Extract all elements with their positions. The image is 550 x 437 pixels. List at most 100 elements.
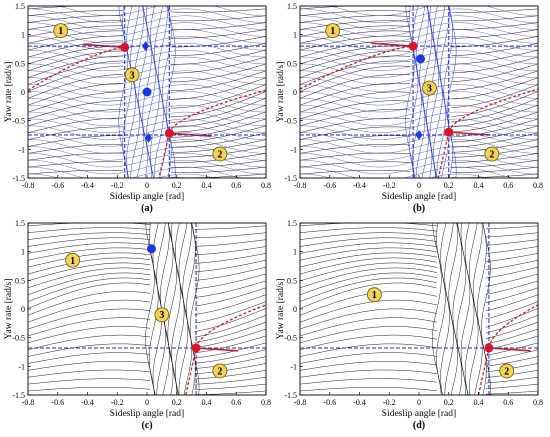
x-tick-label: 0.4 (474, 181, 484, 190)
y-axis-title: Yaw rate [rad/s] (276, 279, 286, 340)
separatrix (477, 347, 490, 395)
region-badge: 3 (422, 80, 437, 96)
x-tick-label: -0.2 (111, 181, 124, 190)
y-tick-label: 1.5 (15, 219, 25, 228)
diamond-marker (144, 132, 152, 143)
x-tick-label: -0.2 (383, 181, 396, 190)
x-tick-label: 0.2 (172, 398, 182, 407)
x-tick-label: 0.2 (172, 181, 182, 190)
y-tick-label: 0.5 (15, 276, 25, 285)
x-axis-title: Sideslip angle [rad] (110, 192, 184, 202)
panel-d: -0.8 -0.6 -0.4 -0.2 0 0.2 0.4 0.6 0.8 1.5 1 0.5 0 -0.… (276, 219, 543, 431)
y-tick-label: 1 (293, 31, 297, 40)
region-badge-label: 3 (159, 310, 164, 321)
panel-tag: (d) (413, 420, 425, 431)
y-tick-label: 0 (293, 88, 297, 97)
x-tick-label: -0.8 (22, 398, 35, 407)
region-badge: 2 (212, 146, 228, 162)
x-tick-label: -0.6 (51, 398, 64, 407)
panel-a: -0.8 -0.6 -0.4 -0.2 0 0.2 0.4 0.6 0.8 1.5 1 0.5 0 -0.… (4, 2, 271, 214)
separatrix (300, 45, 414, 90)
y-tick-label: -0.5 (284, 334, 297, 343)
stable-node (142, 87, 152, 97)
separatrix (168, 89, 266, 134)
y-tick-label: -1.5 (284, 174, 297, 183)
y-tick-label: -1.5 (284, 391, 297, 400)
region-badge-label: 1 (58, 26, 63, 37)
x-tick-label: -0.4 (81, 181, 94, 190)
x-tick-label: 0.6 (231, 181, 241, 190)
y-tick-label: 1.5 (287, 219, 297, 228)
y-axis-title: Yaw rate [rad/s] (4, 62, 14, 123)
x-tick-label: 0.6 (503, 398, 513, 407)
region-badge: 1 (53, 23, 69, 39)
separatrix (185, 347, 197, 395)
y-tick-label: -1.5 (12, 391, 25, 400)
x-tick-label: -0.2 (383, 398, 396, 407)
panel-c: -0.8 -0.6 -0.4 -0.2 0 0.2 0.4 0.6 0.8 1.5 1 0.5 0 -0.… (4, 219, 271, 431)
saddle-point (120, 42, 130, 52)
x-tick-label: 0.8 (261, 181, 271, 190)
y-tick-label: 1.5 (15, 2, 25, 11)
y-tick-label: 1.5 (287, 2, 297, 11)
y-tick-label: 0 (293, 305, 297, 314)
x-tick-label: 0.8 (533, 398, 543, 407)
saddle-point (444, 127, 454, 137)
x-tick-label: -0.4 (353, 181, 366, 190)
saddle-manifold (371, 42, 414, 47)
y-tick-label: -0.5 (284, 117, 297, 126)
x-tick-label: -0.8 (294, 181, 307, 190)
separatrix (28, 46, 125, 91)
x-tick-label: -0.8 (22, 181, 35, 190)
x-tick-label: -0.4 (81, 398, 94, 407)
x-tick-label: 0.4 (202, 181, 212, 190)
saddle-point (191, 343, 201, 353)
x-tick-label: 0.8 (261, 398, 271, 407)
diamond-marker (415, 130, 423, 140)
y-tick-label: 1 (293, 248, 297, 257)
x-tick-label: 0 (145, 181, 149, 190)
x-tick-label: -0.4 (353, 398, 366, 407)
y-tick-label: 0 (21, 88, 25, 97)
x-tick-label: -0.6 (51, 181, 64, 190)
x-tick-label: -0.2 (111, 398, 124, 407)
x-tick-label: 0 (417, 181, 421, 190)
y-tick-label: -1 (18, 362, 25, 371)
region-badge-label: 3 (130, 70, 135, 81)
x-tick-label: 0.2 (444, 398, 454, 407)
x-tick-label: 0.8 (533, 181, 543, 190)
y-axis-title: Yaw rate [rad/s] (276, 62, 286, 123)
region-badge: 3 (154, 307, 170, 323)
region-badge-label: 2 (217, 149, 222, 160)
region-badge: 2 (212, 363, 228, 379)
region-badge: 3 (124, 67, 140, 83)
region-badge: 1 (366, 287, 382, 303)
stable-node (415, 54, 425, 64)
diamond-marker (142, 41, 150, 52)
region-badge-label: 2 (504, 366, 509, 377)
x-tick-label: -0.8 (294, 398, 307, 407)
region-badge: 1 (65, 252, 81, 268)
region-badge-label: 1 (372, 290, 377, 301)
x-tick-label: -0.6 (323, 181, 336, 190)
region-badge-label: 2 (217, 366, 222, 377)
region-badge: 2 (484, 146, 500, 162)
panel-tag: (c) (141, 420, 152, 431)
x-tick-label: 0.4 (202, 398, 212, 407)
x-axis-title: Sideslip angle [rad] (382, 409, 456, 419)
x-axis-title: Sideslip angle [rad] (110, 409, 184, 419)
y-tick-label: -1 (290, 362, 297, 371)
separatrix (437, 131, 450, 178)
x-tick-label: 0 (145, 398, 149, 407)
x-tick-label: 0.6 (231, 398, 241, 407)
region-badge-label: 1 (70, 256, 75, 267)
y-tick-label: -0.5 (12, 334, 25, 343)
x-tick-label: 0.6 (503, 181, 513, 190)
y-axis-title: Yaw rate [rad/s] (4, 279, 14, 340)
y-tick-label: -1 (18, 145, 25, 154)
stable-node (146, 244, 156, 254)
y-tick-label: -0.5 (12, 117, 25, 126)
x-tick-label: -0.6 (323, 398, 336, 407)
x-axis-title: Sideslip angle [rad] (382, 192, 456, 202)
saddle-point (484, 343, 494, 353)
